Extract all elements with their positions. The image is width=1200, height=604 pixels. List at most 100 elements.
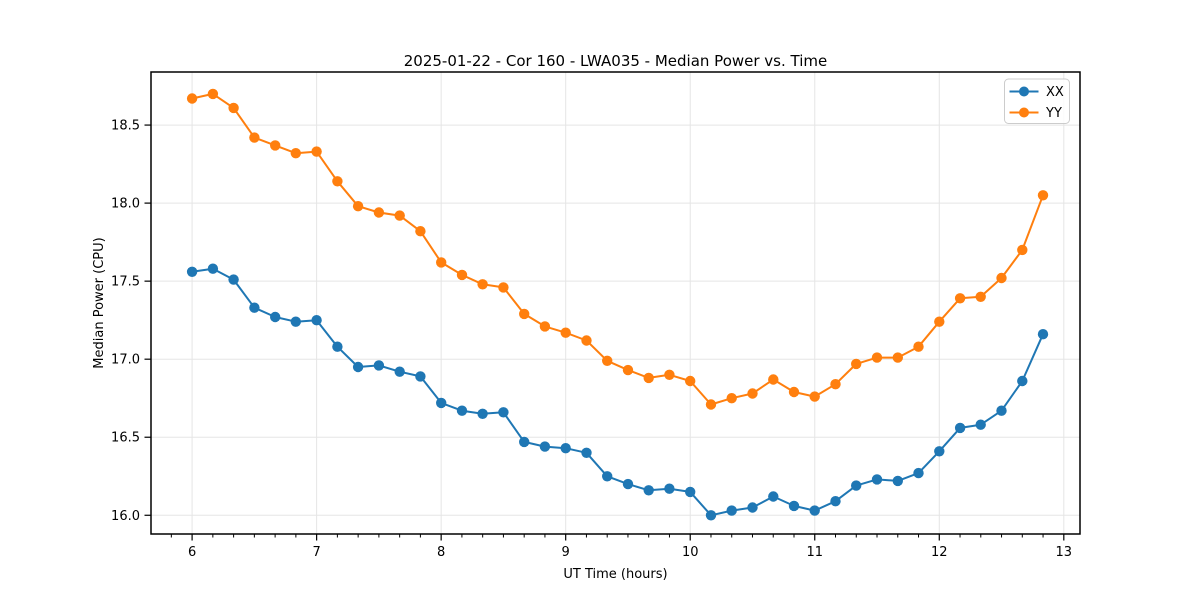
data-point-xx (685, 486, 696, 498)
data-point-yy (249, 132, 260, 143)
data-point-xx (352, 361, 364, 373)
x-tick-label: 7 (312, 545, 320, 560)
data-point-xx (851, 480, 862, 491)
data-point-yy (290, 148, 301, 159)
data-point-xx (436, 397, 447, 409)
data-point-xx (519, 436, 530, 448)
data-point-xx (1017, 375, 1028, 387)
x-tick-label: 6 (188, 545, 196, 560)
legend-label-yy: YY (1045, 106, 1062, 121)
data-point-yy (436, 257, 447, 268)
data-point-xx (373, 360, 385, 371)
chart-title: 2025-01-22 - Cor 160 - LWA035 - Median P… (404, 52, 828, 70)
data-point-yy (498, 282, 509, 293)
legend-marker-xx (1019, 86, 1029, 97)
y-axis-label: Median Power (CPU) (92, 237, 107, 368)
data-point-xx (726, 505, 737, 516)
data-point-xx (622, 478, 634, 490)
series-line-yy (191, 92, 1044, 406)
data-point-yy (373, 207, 385, 218)
data-point-xx (1037, 329, 1049, 340)
data-point-xx (332, 341, 343, 352)
data-point-xx (975, 419, 986, 430)
data-point-xx (643, 485, 654, 496)
data-point-yy (809, 391, 820, 402)
data-point-xx (954, 422, 966, 434)
data-point-yy (851, 358, 862, 370)
data-point-xx (996, 405, 1007, 416)
x-tick-label: 9 (562, 545, 570, 560)
data-series (186, 88, 1049, 521)
data-point-yy (519, 308, 530, 320)
data-point-yy (892, 352, 903, 363)
data-point-xx (934, 446, 945, 457)
data-point-yy (228, 102, 239, 114)
data-point-yy (415, 226, 426, 237)
x-axis-label: UT Time (hours) (563, 567, 667, 582)
data-point-xx (747, 502, 758, 513)
tick-labels: 6 7 8 9 10 11 12 13 16.0 16.5 17.0 17.5 18.0 18.5 (111, 119, 1072, 560)
data-point-xx (913, 467, 924, 479)
data-point-xx (186, 266, 198, 277)
data-point-yy (311, 146, 322, 157)
data-point-yy (332, 176, 343, 187)
series-line-xx (191, 267, 1044, 517)
data-point-yy (560, 327, 571, 338)
data-point-xx (560, 443, 571, 454)
y-tick-label: 16.0 (111, 509, 140, 524)
legend: XX YY (1004, 78, 1070, 124)
y-tick-label: 17.0 (111, 353, 140, 368)
x-tick-label: 11 (806, 545, 823, 560)
data-point-xx (290, 316, 301, 327)
data-point-xx (539, 441, 551, 452)
data-point-yy (394, 210, 405, 221)
data-point-yy (913, 341, 924, 352)
data-point-yy (207, 88, 219, 100)
x-tick-label: 12 (931, 545, 948, 560)
data-point-xx (788, 500, 800, 512)
legend-item-xx: XX (1009, 85, 1064, 100)
data-point-yy (934, 316, 945, 327)
data-point-xx (892, 475, 903, 487)
data-point-yy (871, 352, 883, 363)
x-tick-label: 8 (437, 545, 445, 560)
data-point-xx (830, 496, 841, 507)
data-point-yy (685, 375, 696, 387)
data-point-xx (664, 483, 675, 494)
data-point-yy (1037, 190, 1049, 201)
data-point-xx (207, 263, 219, 274)
data-point-yy (581, 335, 592, 346)
data-point-xx (228, 274, 239, 285)
data-point-yy (788, 386, 800, 398)
data-point-xx (270, 311, 281, 323)
data-point-xx (311, 315, 322, 326)
data-point-yy (954, 293, 966, 304)
data-point-xx (809, 505, 820, 516)
y-tick-label: 18.0 (111, 197, 140, 212)
data-point-yy (477, 279, 488, 290)
y-tick-label: 18.5 (111, 119, 140, 134)
data-point-xx (498, 407, 509, 418)
axes (144, 71, 1081, 541)
data-point-yy (664, 369, 675, 380)
data-point-yy (830, 379, 841, 390)
y-tick-label: 16.5 (111, 431, 140, 446)
data-point-yy (643, 372, 654, 384)
data-point-yy (186, 93, 198, 104)
data-point-xx (871, 474, 883, 485)
grid-lines (151, 72, 1080, 534)
data-point-yy (705, 399, 717, 410)
data-point-xx (477, 408, 488, 419)
plot-border (150, 71, 1081, 535)
data-point-xx (768, 491, 779, 502)
data-point-yy (747, 388, 758, 399)
x-tick-label: 10 (682, 545, 699, 560)
y-tick-label: 17.5 (111, 275, 140, 290)
legend-marker-yy (1019, 107, 1029, 118)
data-point-xx (581, 447, 592, 458)
data-point-xx (415, 371, 426, 382)
data-point-xx (249, 302, 260, 313)
data-point-yy (602, 355, 613, 366)
